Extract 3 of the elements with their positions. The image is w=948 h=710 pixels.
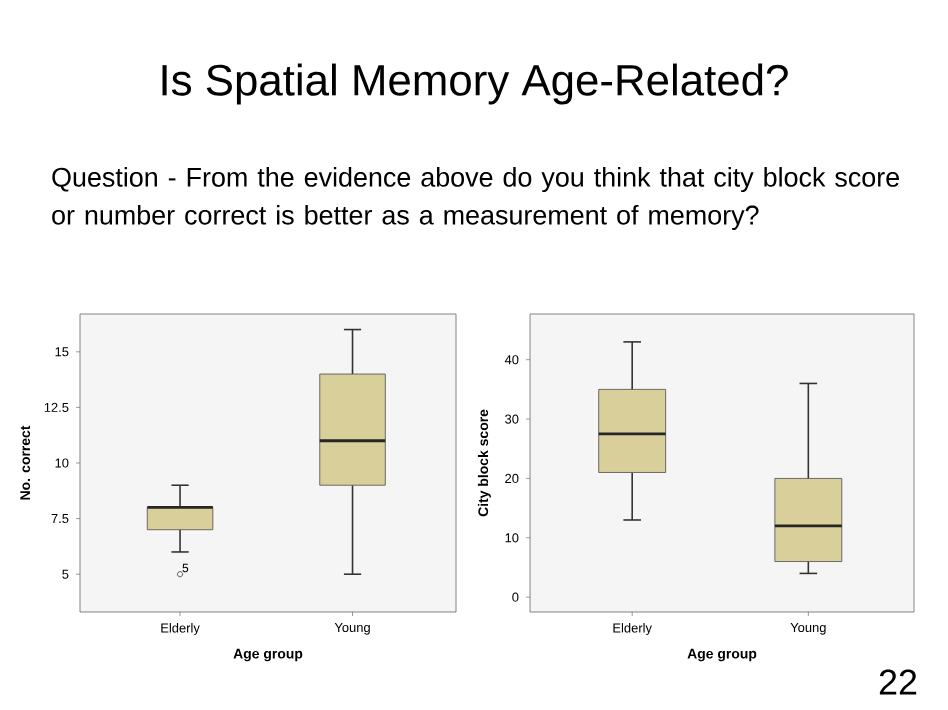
chart-subtitle: Question - From the evidence above do you think that city block score or number correct is better as a measurement of memory?: [52, 167, 899, 230]
text: 22: [879, 669, 917, 695]
chart-title: Is Spatial Memory Age-Related?: [162, 63, 788, 105]
